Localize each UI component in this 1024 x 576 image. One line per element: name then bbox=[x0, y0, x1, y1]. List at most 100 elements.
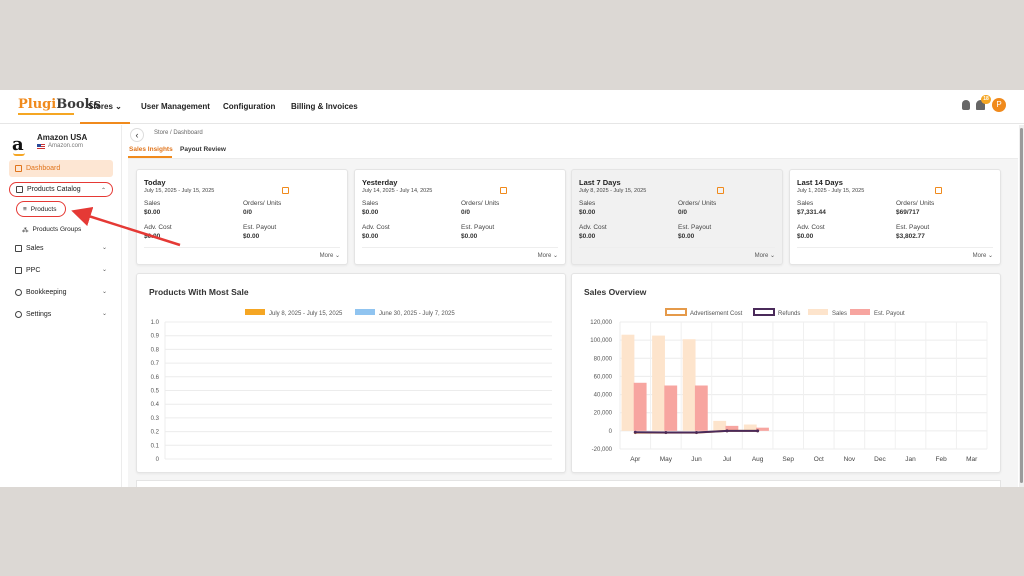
y-tick-label: -20,000 bbox=[592, 447, 613, 453]
y-tick-label: 120,000 bbox=[590, 320, 612, 326]
calendar-icon[interactable] bbox=[282, 187, 289, 194]
ppc-icon bbox=[15, 267, 22, 274]
orders-value: 0/0 bbox=[678, 209, 688, 216]
card-title: Yesterday bbox=[362, 178, 398, 187]
bottom-panel bbox=[136, 480, 1001, 487]
more-button[interactable]: More ⌄ bbox=[754, 253, 775, 259]
legend-label: June 30, 2025 - July 7, 2025 bbox=[379, 311, 455, 317]
y-tick-label: 0 bbox=[156, 457, 160, 463]
app-window: PlugiBooks Stores ⌄ User Management Conf… bbox=[0, 90, 1024, 487]
x-tick-label: Jan bbox=[905, 456, 916, 463]
chart-title: Sales Overview bbox=[584, 287, 647, 297]
y-tick-label: 100,000 bbox=[590, 338, 612, 344]
card-date-range: July 1, 2025 - July 15, 2025 bbox=[797, 188, 865, 194]
home-icon bbox=[15, 165, 22, 172]
avatar[interactable]: P bbox=[992, 98, 1006, 112]
nav-stores[interactable]: Stores ⌄ bbox=[88, 102, 122, 111]
legend-swatch bbox=[753, 308, 775, 316]
more-button[interactable]: More ⌄ bbox=[537, 253, 558, 259]
lightbulb-icon[interactable] bbox=[962, 100, 970, 110]
chevron-down-icon: ⌄ bbox=[101, 311, 107, 317]
chevron-down-icon: ⌄ bbox=[115, 102, 122, 111]
legend-label: Refunds bbox=[778, 311, 800, 317]
adv-cost-value: $0.00 bbox=[579, 233, 596, 240]
catalog-icon bbox=[16, 186, 23, 193]
card-title: Today bbox=[144, 178, 166, 187]
chevron-down-icon: ⌄ bbox=[552, 253, 558, 259]
bar-sales bbox=[743, 424, 757, 431]
products-most-sale-chart: July 8, 2025 - July 15, 2025 June 30, 202… bbox=[151, 309, 552, 463]
groups-icon: ⁂ bbox=[22, 226, 29, 234]
card-date-range: July 8, 2025 - July 15, 2025 bbox=[579, 188, 647, 194]
line-point bbox=[725, 429, 729, 433]
orders-value: $69/717 bbox=[896, 209, 920, 216]
x-tick-label: Aug bbox=[752, 456, 764, 463]
top-navbar: PlugiBooks Stores ⌄ User Management Conf… bbox=[0, 90, 1024, 124]
legend-swatch bbox=[850, 309, 870, 315]
y-tick-label: 40,000 bbox=[594, 393, 613, 399]
est-payout-value: $3,802.77 bbox=[896, 233, 925, 240]
chart-title: Products With Most Sale bbox=[149, 287, 249, 297]
est-payout-value: $0.00 bbox=[461, 233, 478, 240]
x-tick-label: Oct bbox=[814, 456, 824, 463]
y-tick-label: 0 bbox=[609, 429, 613, 435]
orders-label: Orders/ Units bbox=[243, 200, 282, 207]
breadcrumb: Store / Dashboard bbox=[154, 130, 203, 136]
adv-cost-value: $0.00 bbox=[797, 233, 814, 240]
orders-label: Orders/ Units bbox=[461, 200, 500, 207]
nav-configuration[interactable]: Configuration bbox=[223, 102, 276, 111]
sales-label: Sales bbox=[797, 200, 814, 207]
orders-value: 0/0 bbox=[461, 209, 471, 216]
sidebar-item-products-catalog[interactable]: Products Catalog ⌃ bbox=[9, 182, 113, 197]
y-tick-label: 0.8 bbox=[151, 347, 160, 353]
sidebar-item-dashboard[interactable]: Dashboard bbox=[9, 160, 113, 177]
est-payout-label: Est. Payout bbox=[896, 224, 930, 231]
summary-card: Today July 15, 2025 - July 15, 2025 Sale… bbox=[136, 169, 348, 265]
summary-card: Yesterday July 14, 2025 - July 14, 2025 … bbox=[354, 169, 566, 265]
more-button[interactable]: More ⌄ bbox=[972, 253, 993, 259]
est-payout-value: $0.00 bbox=[243, 233, 260, 240]
adv-cost-label: Adv. Cost bbox=[797, 224, 825, 231]
nav-billing-invoices[interactable]: Billing & Invoices bbox=[291, 102, 358, 111]
calendar-icon[interactable] bbox=[500, 187, 507, 194]
chart-icon bbox=[15, 245, 22, 252]
tab-sales-insights[interactable]: Sales Insights bbox=[129, 146, 173, 153]
chevron-up-icon: ⌃ bbox=[100, 188, 106, 194]
sales-overview-chart: Advertisement Cost Refunds Sales Est. Payou… bbox=[590, 308, 988, 463]
notification-badge: 18 bbox=[981, 95, 991, 104]
y-tick-label: 0.5 bbox=[151, 389, 160, 395]
y-tick-label: 0.3 bbox=[151, 416, 160, 422]
nav-user-management[interactable]: User Management bbox=[141, 102, 210, 111]
scrollbar-thumb[interactable] bbox=[1020, 128, 1023, 483]
chevron-down-icon: ⌄ bbox=[101, 245, 107, 251]
chevron-down-icon: ⌄ bbox=[334, 253, 340, 259]
more-button[interactable]: More ⌄ bbox=[319, 253, 340, 259]
calendar-icon[interactable] bbox=[717, 187, 724, 194]
us-flag-icon bbox=[37, 144, 45, 150]
bell-icon[interactable] bbox=[976, 100, 985, 110]
adv-cost-label: Adv. Cost bbox=[144, 224, 172, 231]
plugibooks-logo[interactable]: PlugiBooks bbox=[18, 97, 101, 115]
sales-value: $0.00 bbox=[362, 209, 379, 216]
adv-cost-value: $0.00 bbox=[144, 233, 161, 240]
adv-cost-label: Adv. Cost bbox=[362, 224, 390, 231]
sidebar: a Amazon USA Amazon.com Dashboard Produc… bbox=[0, 125, 122, 487]
calendar-icon[interactable] bbox=[935, 187, 942, 194]
bar-est-payout bbox=[756, 427, 769, 431]
x-tick-label: Dec bbox=[874, 456, 886, 463]
sidebar-item-settings[interactable]: Settings ⌄ bbox=[9, 306, 113, 323]
sidebar-item-bookkeeping[interactable]: Bookkeeping ⌄ bbox=[9, 284, 113, 301]
bar-est-payout bbox=[633, 382, 647, 431]
sidebar-item-products-groups[interactable]: ⁂ Products Groups bbox=[22, 226, 82, 234]
sidebar-item-sales[interactable]: Sales ⌄ bbox=[9, 240, 113, 257]
store-name[interactable]: Amazon USA bbox=[37, 133, 88, 142]
sidebar-item-products[interactable]: ≡ Products bbox=[16, 201, 66, 217]
bar-est-payout bbox=[664, 385, 678, 431]
sidebar-item-ppc[interactable]: PPC ⌄ bbox=[9, 262, 113, 279]
legend-swatch bbox=[808, 309, 828, 315]
legend-swatch bbox=[665, 308, 687, 316]
legend-label: Est. Payout bbox=[874, 311, 905, 317]
back-button[interactable]: ‹ bbox=[130, 128, 144, 142]
tab-payout-review[interactable]: Payout Review bbox=[180, 146, 226, 153]
line-point bbox=[633, 430, 637, 434]
